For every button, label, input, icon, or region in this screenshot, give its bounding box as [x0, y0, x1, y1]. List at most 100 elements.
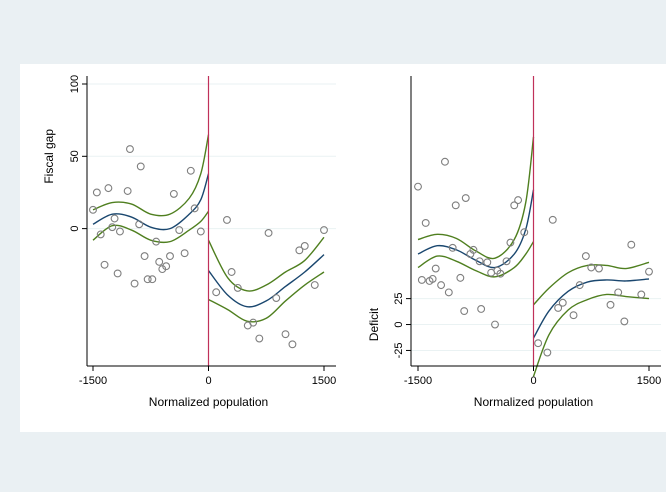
deficit-data-point: [575, 281, 584, 290]
deficit-data-point: [448, 243, 457, 252]
deficit-data-point: [437, 281, 446, 290]
fiscal-gap-y-tick-label: 0: [69, 226, 81, 232]
fiscal-gap-data-point: [281, 330, 290, 339]
deficit-data-point: [558, 298, 567, 307]
deficit-panel: -1500 0 1500 -25 0 25 Normalized population D…: [367, 76, 661, 409]
deficit-fit-right-line: [532, 278, 650, 339]
fiscal-gap-data-point: [233, 283, 242, 292]
fiscal-gap-data-point: [92, 188, 101, 197]
fiscal-gap-data-point: [143, 275, 152, 284]
deficit-data-point: [606, 300, 615, 309]
deficit-data-point: [587, 263, 596, 272]
deficit-data-point: [645, 267, 653, 276]
fiscal-gap-x-tick-label: 1500: [312, 375, 336, 387]
deficit-fit-lines: [417, 136, 650, 377]
fiscal-gap-data-point: [123, 187, 132, 195]
fiscal-gap-data-point: [175, 226, 184, 235]
fiscal-gap-data-point: [227, 268, 236, 276]
fiscal-gap-data-point: [169, 189, 178, 198]
deficit-data-point: [534, 339, 543, 348]
fiscal-gap-data-point: [100, 260, 109, 269]
fiscal-gap-data-point: [272, 294, 281, 302]
fiscal-gap-data-point: [108, 223, 117, 232]
deficit-data-point: [414, 182, 422, 191]
deficit-data-point: [451, 201, 460, 210]
deficit-gridlines: [411, 298, 661, 351]
deficit-y-axis-label: Deficit: [367, 307, 381, 341]
deficit-y-tick-label: -25: [393, 342, 405, 358]
fiscal-gap-y-tick-label: 50: [69, 150, 81, 162]
deficit-data-point: [477, 305, 486, 313]
fiscal-gap-data-point: [249, 318, 258, 327]
fiscal-gap-data-point: [295, 246, 304, 255]
deficit-data-point: [421, 218, 430, 227]
deficit-data-point: [428, 274, 437, 283]
deficit-x-axis-label: Normalized population: [474, 395, 593, 409]
deficit-ci-lower-left-line: [417, 241, 535, 278]
fiscal-gap-ci-upper-right-line: [207, 236, 325, 292]
fiscal-gap-data-point: [113, 269, 122, 278]
deficit-data-point: [614, 288, 623, 297]
fiscal-gap-data-point: [212, 288, 221, 297]
deficit-data-point: [620, 317, 629, 326]
fiscal-gap-fit-left-line: [92, 173, 210, 231]
fiscal-gap-data-point: [152, 237, 161, 246]
fiscal-gap-ci-lower-right-line: [208, 271, 325, 323]
fiscal-gap-data-point: [264, 229, 273, 237]
deficit-data-point: [475, 257, 484, 266]
deficit-data-point: [548, 215, 557, 224]
fiscal-gap-data-point: [255, 334, 264, 343]
deficit-data-point: [543, 348, 552, 357]
fiscal-gap-data-point: [104, 184, 113, 193]
deficit-ci-lower-right-line: [532, 293, 650, 377]
deficit-data-point: [594, 264, 603, 273]
fiscal-gap-data-point: [320, 226, 328, 235]
deficit-points: [414, 157, 653, 357]
fiscal-gap-ci-lower-left-line: [92, 210, 210, 244]
fiscal-gap-data-point: [310, 281, 319, 289]
deficit-x-tick-label: 0: [530, 375, 536, 387]
deficit-data-point: [569, 311, 578, 320]
fiscal-gap-y-tick-label: 100: [69, 75, 81, 93]
deficit-data-point: [417, 275, 426, 284]
deficit-data-point: [496, 269, 505, 278]
deficit-data-point: [441, 157, 449, 166]
fiscal-gap-fit-lines: [92, 134, 325, 323]
fiscal-gap-ci-upper-left-line: [92, 134, 210, 217]
fiscal-gap-x-tick-label: 0: [205, 375, 211, 387]
fiscal-gap-data-point: [148, 275, 157, 284]
deficit-data-point: [461, 194, 470, 202]
deficit-y-tick-label: 0: [393, 321, 405, 327]
deficit-data-point: [510, 201, 519, 210]
fiscal-gap-data-point: [110, 214, 119, 223]
fiscal-gap-y-axis-label: Fiscal gap: [42, 129, 56, 184]
deficit-data-point: [514, 196, 523, 205]
fiscal-gap-x-axis-label: Normalized population: [149, 395, 268, 409]
fiscal-gap-data-point: [300, 242, 309, 250]
fiscal-gap-panel: -1500 0 1500 0 50 100 Normalized population F…: [42, 75, 336, 409]
plot-region-background: [20, 64, 666, 432]
fiscal-gap-points: [89, 145, 328, 349]
deficit-y-tick-label: 25: [393, 292, 405, 304]
fiscal-gap-data-point: [162, 262, 171, 271]
deficit-data-point: [444, 288, 453, 297]
deficit-x-tick-label: -1500: [404, 375, 432, 387]
deficit-data-point: [460, 307, 469, 316]
deficit-x-tick-label: 1500: [637, 375, 661, 387]
deficit-data-point: [502, 257, 511, 266]
deficit-data-point: [581, 252, 590, 261]
fiscal-gap-data-point: [196, 227, 205, 236]
fiscal-gap-data-point: [155, 257, 164, 266]
deficit-data-point: [637, 290, 646, 299]
fiscal-gap-data-point: [126, 145, 134, 154]
deficit-data-point: [431, 264, 440, 273]
fiscal-gap-data-point: [130, 279, 139, 288]
fiscal-gap-data-point: [96, 230, 105, 239]
deficit-data-point: [456, 273, 465, 282]
fiscal-gap-data-point: [180, 249, 189, 258]
fiscal-gap-data-point: [186, 166, 195, 175]
deficit-data-point: [506, 238, 515, 247]
deficit-ci-upper-left-line: [417, 136, 535, 260]
fiscal-gap-data-point: [288, 340, 297, 349]
